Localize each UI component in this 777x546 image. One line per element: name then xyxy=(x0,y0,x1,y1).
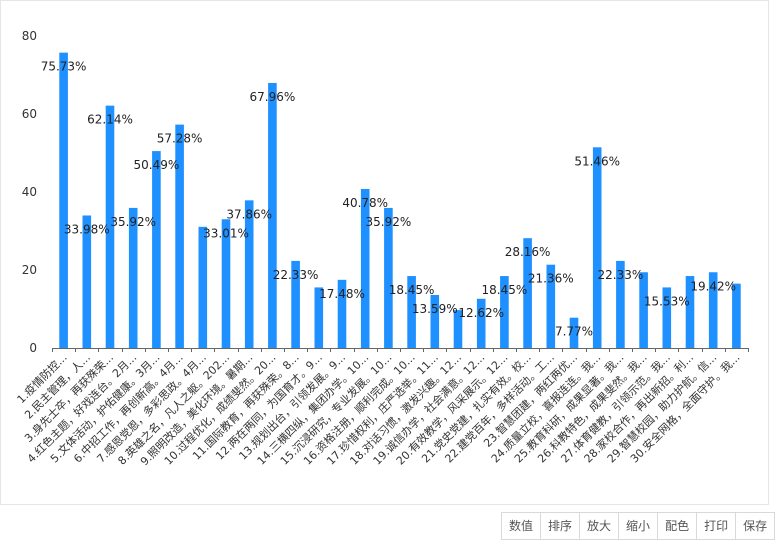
data-label: 18.45% xyxy=(389,283,435,297)
bar xyxy=(523,238,532,348)
data-label: 40.78% xyxy=(342,196,388,210)
data-label: 33.98% xyxy=(64,222,110,236)
bar xyxy=(152,151,161,348)
data-label: 37.86% xyxy=(226,207,272,221)
zoom-out-button[interactable]: 缩小 xyxy=(618,512,659,540)
bar xyxy=(128,207,138,348)
bar xyxy=(337,279,347,348)
data-label: 33.01% xyxy=(203,226,249,240)
bar xyxy=(175,124,184,348)
bar xyxy=(221,219,231,348)
bar xyxy=(198,226,208,348)
data-label: 17.48% xyxy=(319,287,365,301)
y-tick-label: 60 xyxy=(22,107,37,121)
bar xyxy=(314,287,324,348)
data-label: 35.92% xyxy=(110,215,156,229)
bar xyxy=(592,147,602,348)
data-label: 22.33% xyxy=(273,268,319,282)
data-label: 35.92% xyxy=(366,215,412,229)
data-label: 57.28% xyxy=(157,132,203,146)
data-label: 67.96% xyxy=(250,90,296,104)
save-button[interactable]: 保存 xyxy=(735,512,776,540)
bar xyxy=(500,276,509,348)
data-label: 75.73% xyxy=(41,60,87,74)
values-button[interactable]: 数值 xyxy=(501,512,542,540)
bar xyxy=(360,188,370,348)
data-label: 50.49% xyxy=(134,158,180,172)
y-tick-label: 20 xyxy=(22,263,37,277)
chart-frame: 0 20 40 60 80 75.73% 33.98% 62.14% 35.92% 50.49% 5… xyxy=(0,0,769,505)
bar xyxy=(569,317,579,348)
data-label: 22.33% xyxy=(598,268,644,282)
chart-toolbar: 数值 排序 放大 缩小 配色 打印 保存 xyxy=(501,512,776,540)
data-label: 13.59% xyxy=(412,302,458,316)
y-tick-label: 0 xyxy=(29,341,37,355)
bar xyxy=(708,272,718,348)
bar xyxy=(639,272,648,348)
bar xyxy=(732,283,741,348)
bar xyxy=(546,264,556,348)
data-label: 28.16% xyxy=(505,245,551,259)
y-tick-label: 40 xyxy=(22,185,37,199)
bar xyxy=(476,298,486,348)
data-label: 15.53% xyxy=(644,294,690,308)
data-label: 18.45% xyxy=(482,283,528,297)
zoom-in-button[interactable]: 放大 xyxy=(579,512,620,540)
data-label: 62.14% xyxy=(87,113,133,127)
data-label: 51.46% xyxy=(574,154,620,168)
bar xyxy=(59,52,68,349)
bar xyxy=(616,260,625,348)
bar xyxy=(430,295,440,348)
bar xyxy=(453,310,463,348)
bar xyxy=(244,200,254,348)
print-button[interactable]: 打印 xyxy=(696,512,737,540)
bar xyxy=(407,276,416,348)
sort-button[interactable]: 排序 xyxy=(540,512,581,540)
data-label: 19.42% xyxy=(690,279,736,293)
bar xyxy=(268,82,277,349)
y-tick-label: 80 xyxy=(22,29,37,43)
data-label: 7.77% xyxy=(555,325,593,339)
bar xyxy=(662,287,672,348)
data-label: 12.62% xyxy=(458,306,504,320)
bar-chart: 0 20 40 60 80 75.73% 33.98% 62.14% 35.92% 50.49% 5… xyxy=(14,29,749,468)
bar xyxy=(685,276,695,348)
bar xyxy=(105,105,115,349)
bar xyxy=(291,260,300,348)
color-scheme-button[interactable]: 配色 xyxy=(657,512,698,540)
bar xyxy=(82,215,92,348)
bar xyxy=(384,207,393,348)
data-label: 21.36% xyxy=(528,272,574,286)
